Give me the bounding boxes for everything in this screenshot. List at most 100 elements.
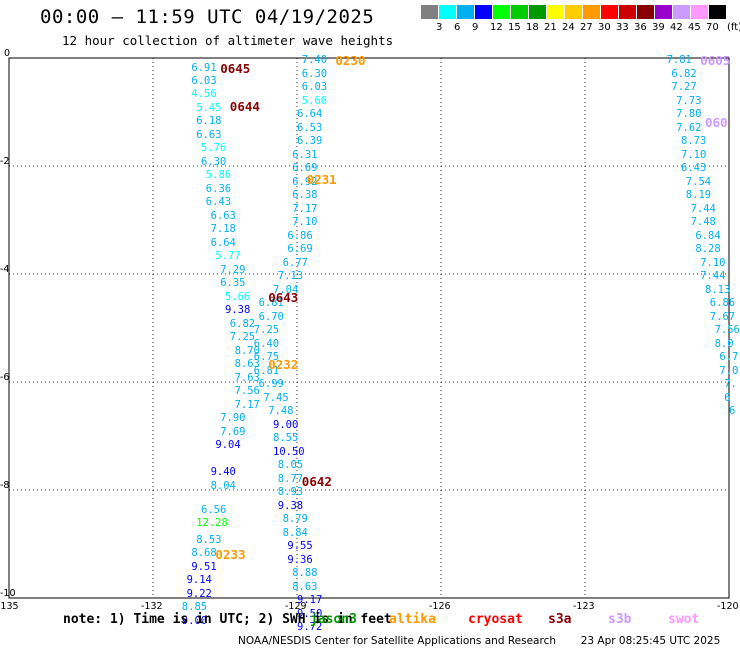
pass-time-label: 060 <box>705 114 728 130</box>
wave-height-reading: 8.55 <box>273 432 299 445</box>
wave-height-reading: 7.29 <box>220 263 246 276</box>
wave-height-reading: 6.70 <box>258 310 284 323</box>
wave-height-reading: 6.63 <box>196 128 222 141</box>
wave-height-reading: 9.38 <box>225 304 251 317</box>
pass-time-label: 0232 <box>268 357 299 373</box>
legend-swatch <box>637 5 654 19</box>
wave-height-reading: 6.18 <box>196 115 222 128</box>
legend-level: 70 <box>706 22 719 33</box>
wave-height-reading: 7.25 <box>229 331 256 344</box>
wave-height-reading: 6.64 <box>210 236 236 249</box>
wave-height-reading: 5.86 <box>205 169 232 182</box>
wave-height-reading: 7.0 <box>719 364 739 377</box>
wave-height-reading: 6.53 <box>297 121 323 134</box>
x-tick-label: -120 <box>717 601 739 612</box>
wave-height-reading: 9.00 <box>181 614 208 627</box>
wave-height-reading: 6 <box>729 405 736 418</box>
wave-height-reading: 6.99 <box>258 378 284 391</box>
legend-swatch <box>655 5 672 19</box>
wave-height-reading: 7.80 <box>676 108 702 121</box>
wave-height-reading: 7.04 <box>273 283 299 296</box>
wave-height-reading: 8.79 <box>282 513 308 526</box>
wave-height-reading: 7.10 <box>292 216 318 229</box>
wave-height-reading: 6.86 <box>709 297 736 310</box>
wave-height-reading: 6.43 <box>205 196 232 209</box>
wave-height-reading: 9.55 <box>287 540 313 553</box>
wave-height-reading: 7.56 <box>234 385 260 398</box>
wave-height-reading: 7.27 <box>671 81 697 94</box>
wave-height-reading: 5.76 <box>201 142 227 155</box>
legend-level: 3 <box>436 22 443 33</box>
wave-height-reading: 9.40 <box>210 466 236 479</box>
wave-height-reading: 8.68 <box>191 547 217 560</box>
wave-height-reading: 9.51 <box>191 560 217 573</box>
wave-height-reading: 8.05 <box>277 459 304 472</box>
wave-height-reading: 7.48 <box>690 216 716 229</box>
wave-height-reading: 8.85 <box>181 601 208 614</box>
wave-height-reading: 7.62 <box>676 121 702 134</box>
wave-height-reading: 7.67 <box>709 310 736 323</box>
legend-swatch <box>691 5 708 19</box>
map-title: 00:00 — 11:59 UTC 04/19/2025 <box>40 6 375 28</box>
wave-height-reading: 6.43 <box>681 162 707 175</box>
satellite-key-cryosat: cryosat <box>468 612 523 627</box>
wave-height-reading: 7.81 <box>666 54 692 67</box>
wave-height-reading: 8.73 <box>681 135 707 148</box>
wave-height-reading: 7.40 <box>301 54 328 67</box>
pass-time-label: 0605 <box>700 53 731 69</box>
pass-time-label: 0233 <box>215 547 246 563</box>
wave-height-reading: 7.73 <box>676 94 702 107</box>
y-tick-label: -4 <box>0 264 10 275</box>
wave-height-reading: 5.66 <box>225 290 251 303</box>
map-subtitle: 12 hour collection of altimeter wave hei… <box>62 33 394 48</box>
wave-height-reading: 7.13 <box>277 270 304 283</box>
pass-time-label: 0645 <box>220 61 251 77</box>
legend-level: 18 <box>526 22 539 33</box>
wave-height-reading: 6 <box>724 391 731 404</box>
wave-height-reading: 7.63 <box>234 371 260 384</box>
wave-height-reading: 7.48 <box>268 405 294 418</box>
wave-height-reading: 8.0 <box>714 337 734 350</box>
wave-height-reading: 8.28 <box>695 243 721 256</box>
wave-height-reading: 7.44 <box>700 270 726 283</box>
legend-level: 24 <box>562 22 575 33</box>
wave-height-reading: 6.92 <box>292 175 318 188</box>
wave-height-reading: 8.63 <box>292 580 318 593</box>
wave-height-reading: 6.81 <box>253 364 280 377</box>
wave-height-reading: 5.66 <box>301 94 328 107</box>
wave-height-reading: 9.00 <box>273 418 299 431</box>
satellite-key-swot: swot <box>668 612 700 627</box>
legend-swatch <box>709 5 726 19</box>
satellite-key-s3b: s3b <box>608 612 632 627</box>
wave-height-reading: 8.19 <box>685 189 712 202</box>
legend-swatch <box>493 5 510 19</box>
wave-height-reading: 8.84 <box>282 526 308 539</box>
wave-height-reading: 5.77 <box>215 250 241 263</box>
generation-timestamp: 23 Apr 08:25:45 UTC 2025 <box>580 635 721 647</box>
wave-height-reading: 9.04 <box>215 439 241 452</box>
legend-swatch <box>439 5 456 19</box>
wave-height-reading: 6.82 <box>229 317 256 330</box>
wave-height-reading: 8.53 <box>196 533 222 546</box>
satellite-key-jason3: jason3 <box>310 612 357 627</box>
wave-height-reading: 7.17 <box>234 398 260 411</box>
legend-level: 12 <box>490 22 503 33</box>
legend-level: 27 <box>580 22 593 33</box>
legend-level: 36 <box>634 22 647 33</box>
pass-time-label: 0642 <box>301 474 332 490</box>
wave-height-reading: 6.56 <box>201 503 227 516</box>
wave-height-reading: 7.90 <box>220 412 246 425</box>
wave-height-reading: 6.38 <box>292 189 318 202</box>
wave-height-reading: 6.75 <box>253 351 280 364</box>
wave-height-reading: 9.17 <box>297 594 323 607</box>
wave-height-reading: 9.72 <box>297 621 323 634</box>
x-tick-label: -129 <box>285 601 307 612</box>
wave-height-reading: 6.7 <box>719 351 739 364</box>
wave-height-reading: 6.81 <box>258 297 284 310</box>
credit-line: NOAA/NESDIS Center for Satellite Applica… <box>238 635 720 647</box>
wave-height-reading: 8.04 <box>210 479 236 492</box>
wave-height-reading: 4.56 <box>191 88 217 101</box>
y-tick-label: -6 <box>0 372 10 383</box>
wave-height-reading: 7.18 <box>210 223 236 236</box>
